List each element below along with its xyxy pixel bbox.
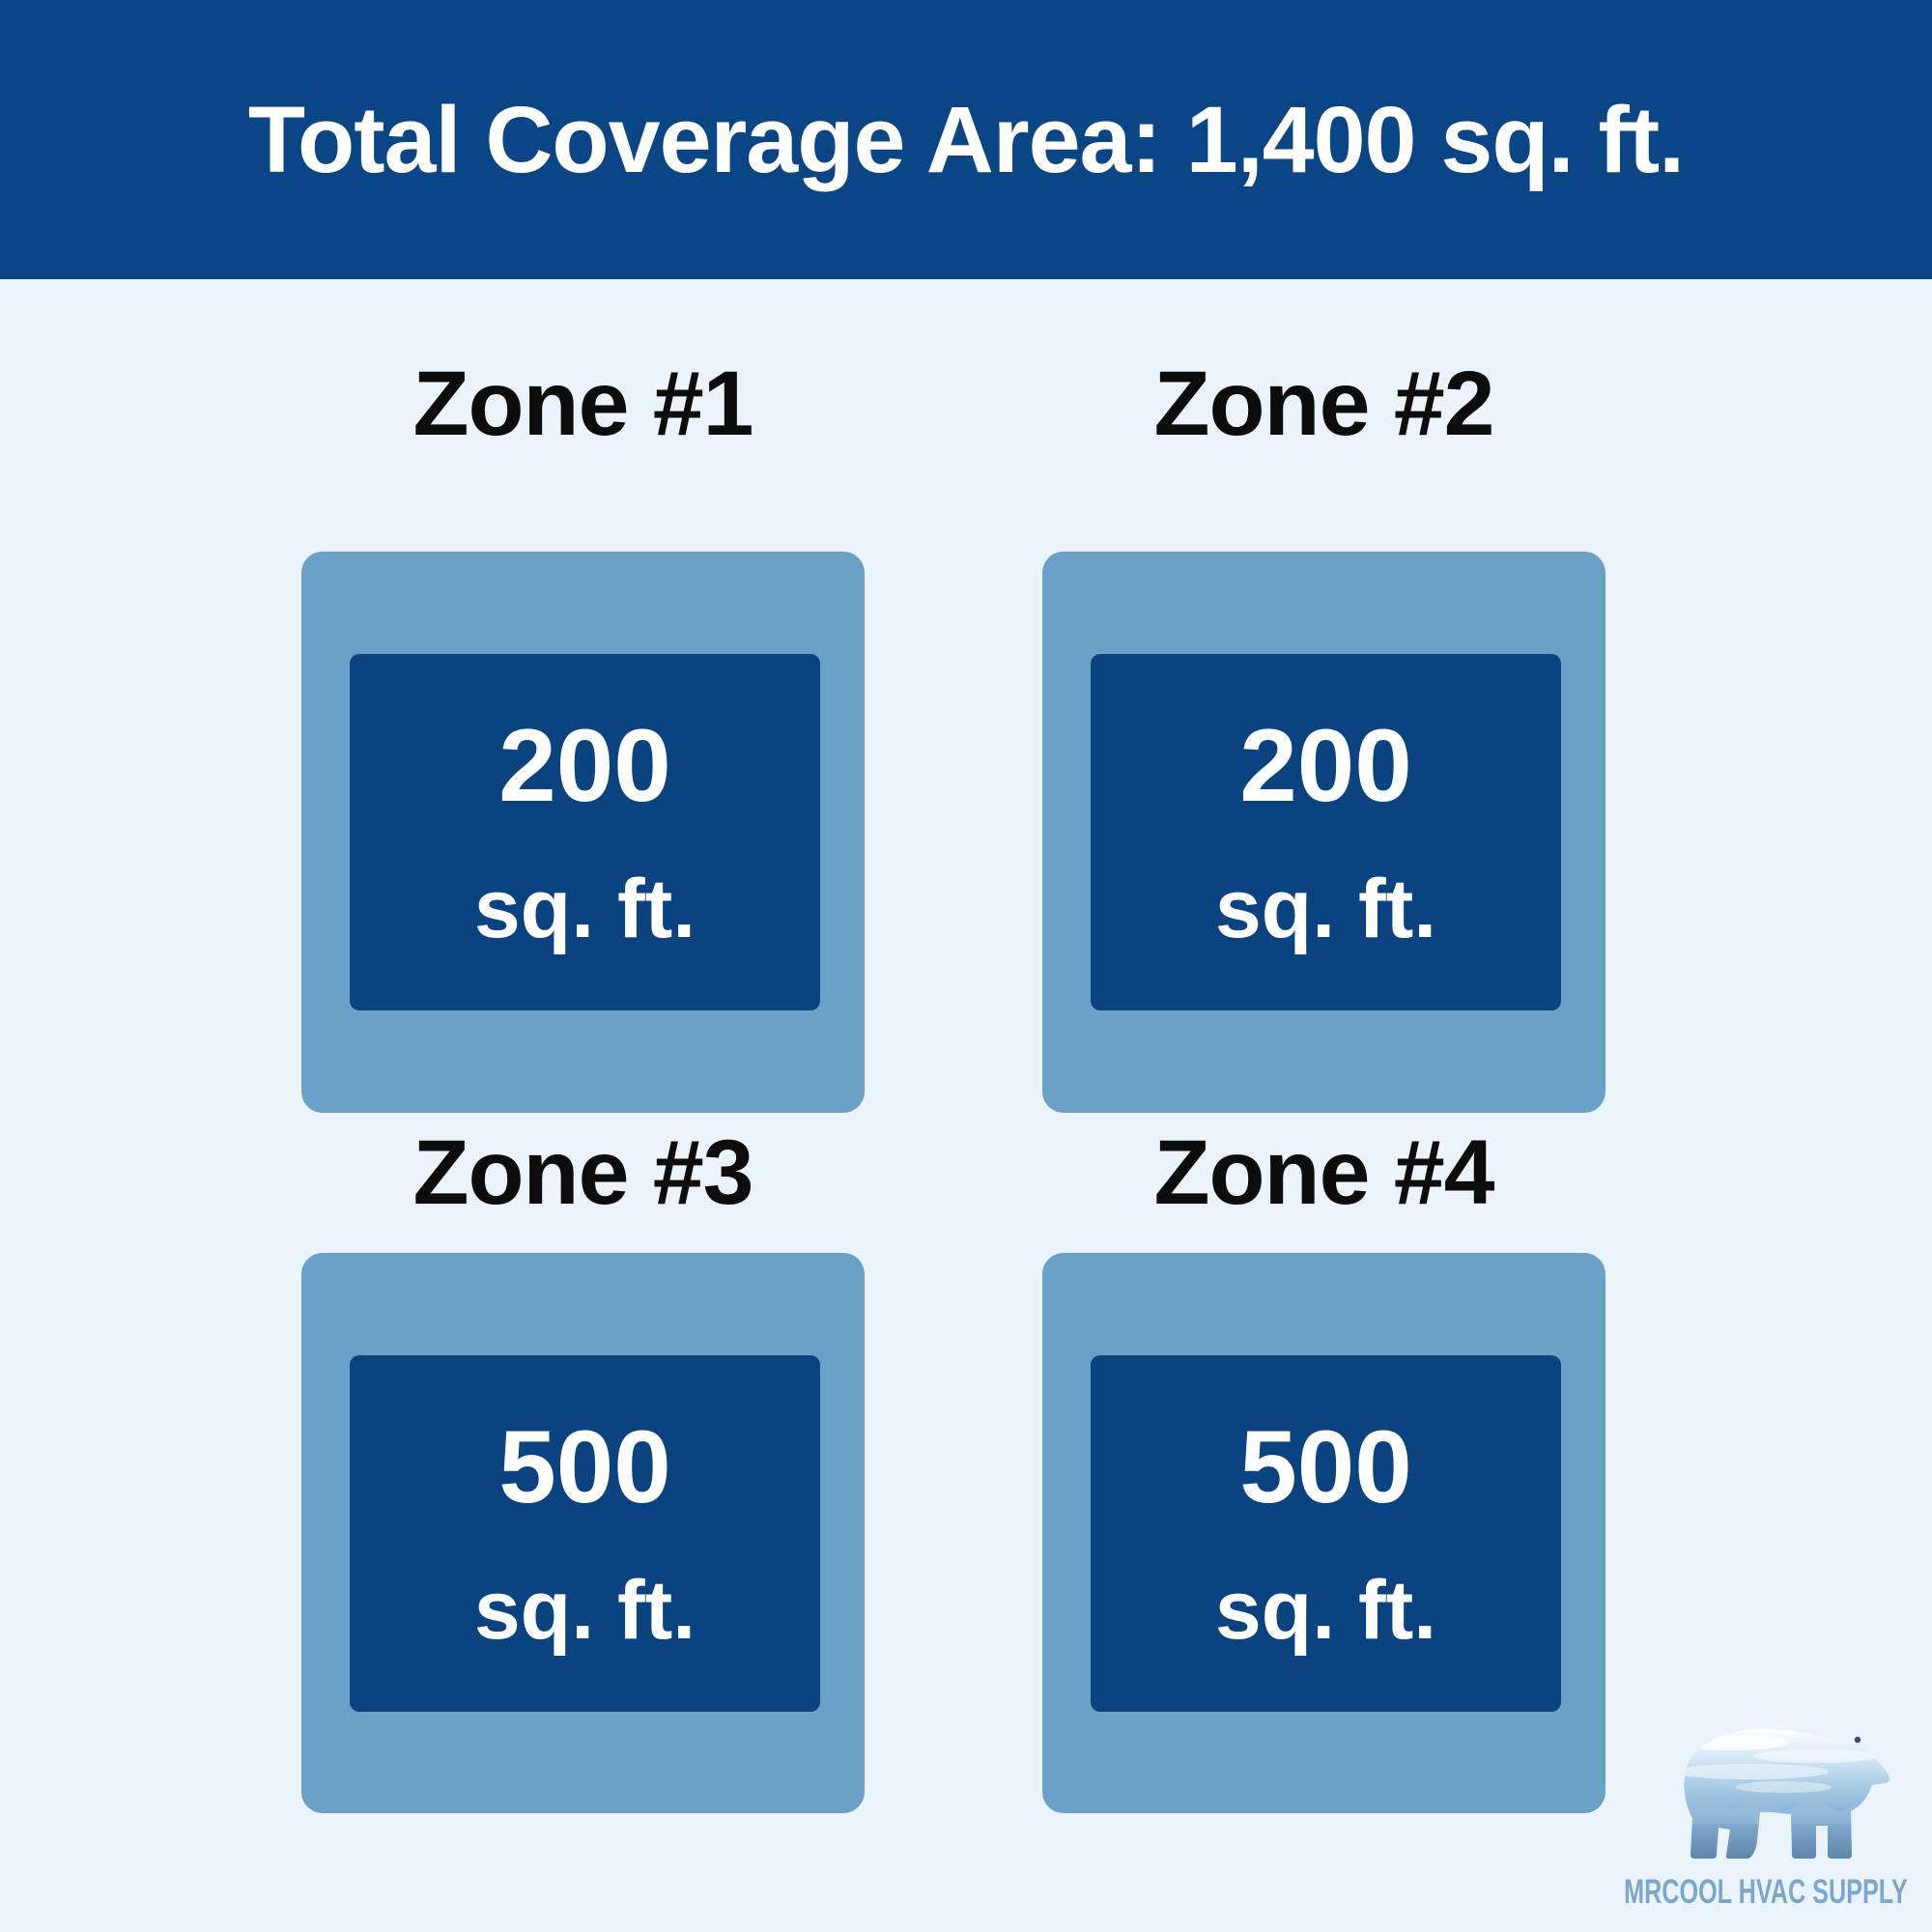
page-title: Total Coverage Area: 1,400 sq. ft.: [247, 86, 1685, 192]
zone-2-outer-box: 200 sq. ft.: [1042, 552, 1605, 1113]
zone-4-value: 500: [1239, 1408, 1412, 1524]
zone-4-outer-box: 500 sq. ft.: [1042, 1253, 1605, 1813]
zone-1-outer-box: 200 sq. ft.: [301, 552, 865, 1113]
zone-1-title: Zone #1: [412, 353, 754, 455]
zone-2-unit: sq. ft.: [1214, 863, 1437, 955]
zone-1-unit: sq. ft.: [473, 863, 696, 955]
zone-1-inner-box: 200 sq. ft.: [350, 654, 820, 1010]
brand-logo: MRCOOL HVAC SUPPLY: [1624, 1716, 1908, 1912]
brand-name: MRCOOL HVAC SUPPLY: [1624, 1873, 1908, 1911]
zone-1-value: 200: [498, 707, 671, 823]
zone-3-outer-box: 500 sq. ft.: [301, 1253, 865, 1813]
zone-3-value: 500: [498, 1408, 671, 1524]
zone-2-inner-box: 200 sq. ft.: [1091, 654, 1561, 1010]
zone-2-value: 200: [1239, 707, 1412, 823]
zone-2-title: Zone #2: [1153, 353, 1495, 455]
header-banner: Total Coverage Area: 1,400 sq. ft.: [0, 0, 1932, 279]
zone-3-title: Zone #3: [412, 1122, 754, 1224]
zone-4-title: Zone #4: [1153, 1122, 1495, 1224]
bear-ear-mark: [1854, 1736, 1861, 1744]
zone-3-unit: sq. ft.: [473, 1564, 696, 1657]
zone-4-inner-box: 500 sq. ft.: [1091, 1355, 1561, 1712]
polar-bear-icon: [1638, 1716, 1893, 1870]
zone-3-inner-box: 500 sq. ft.: [350, 1355, 820, 1712]
zone-4-unit: sq. ft.: [1214, 1564, 1437, 1657]
